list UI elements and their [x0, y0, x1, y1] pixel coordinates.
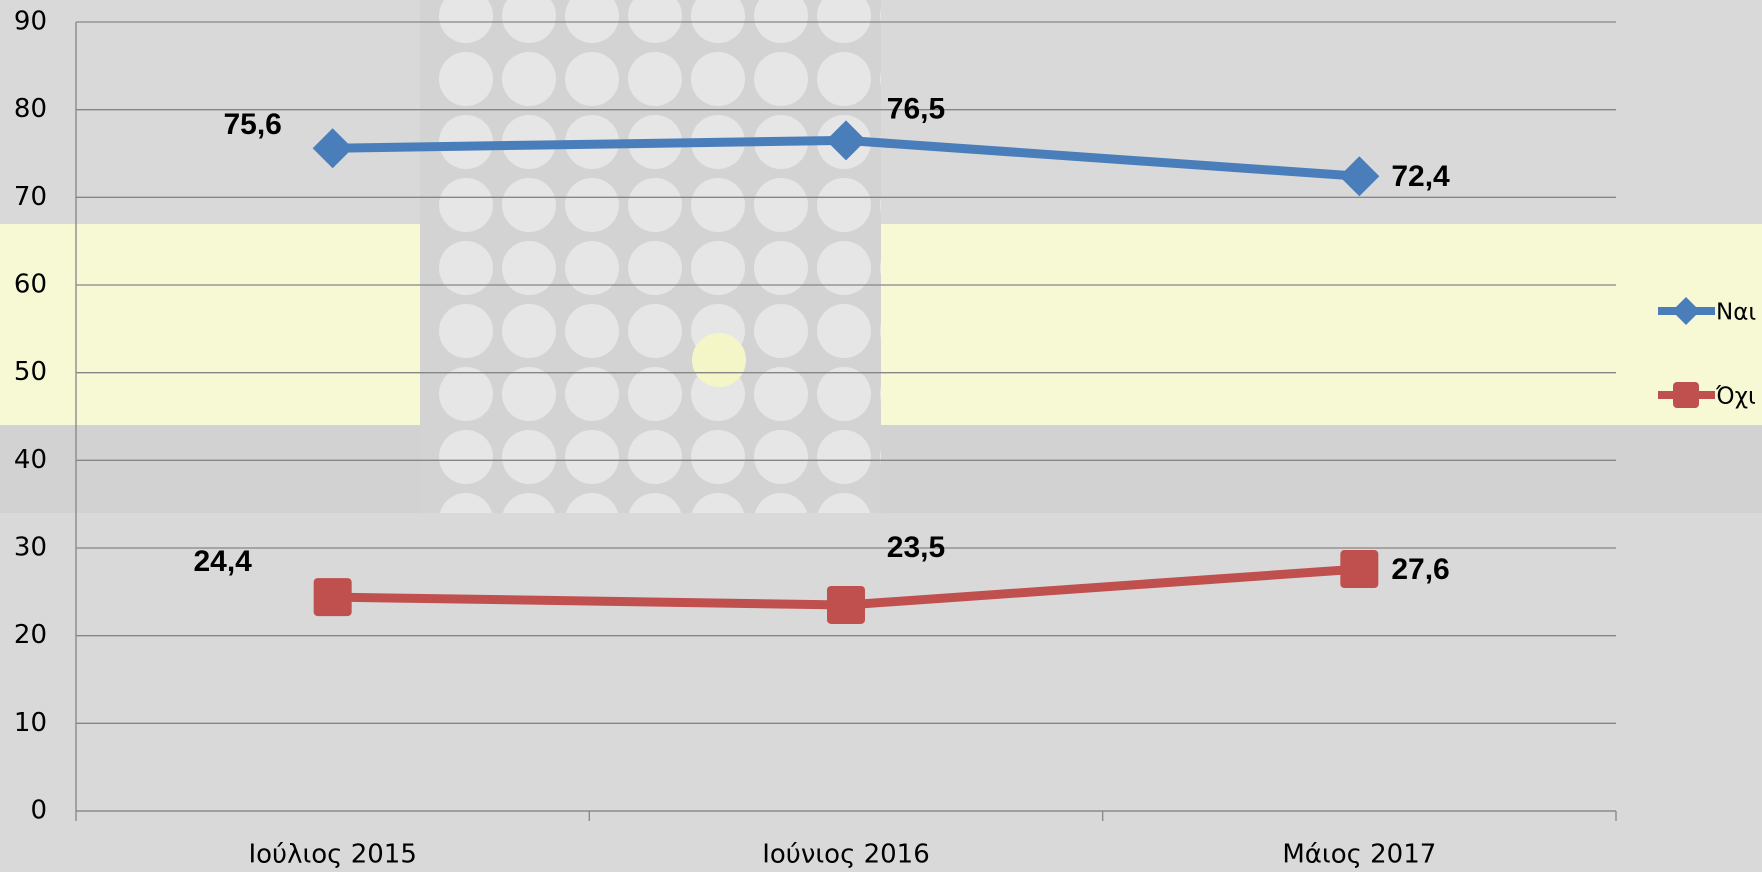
x-tick-label: Μάιος 2017 [1282, 840, 1436, 870]
data-label: 72,4 [1391, 160, 1450, 193]
x-tick-label: Ιούλιος 2015 [248, 840, 416, 870]
y-tick-label: 80 [14, 94, 47, 124]
legend-label: Όχι [1715, 384, 1756, 410]
chart: 0 10 20 30 40 50 60 70 80 90 Ιούλιος 2015 Ιούνιος 2… [0, 0, 1762, 872]
data-label: 75,6 [223, 108, 281, 141]
y-tick-label: 60 [14, 270, 47, 300]
data-point [314, 578, 352, 616]
y-tick-label: 20 [14, 620, 47, 650]
y-tick-label: 30 [14, 533, 47, 563]
data-label: 27,6 [1391, 553, 1449, 586]
data-label: 76,5 [887, 92, 945, 125]
y-tick-label: 10 [14, 708, 47, 738]
y-tick-label: 50 [14, 357, 47, 387]
data-label: 24,4 [193, 545, 252, 578]
data-label: 23,5 [887, 531, 945, 564]
legend-marker [1673, 382, 1699, 408]
y-tick-label: 40 [14, 445, 47, 475]
y-tick-label: 90 [14, 7, 47, 37]
decor-dots [430, 0, 881, 513]
x-tick-label: Ιούνιος 2016 [762, 840, 930, 870]
data-point [827, 586, 865, 624]
decor-dot [692, 333, 746, 387]
y-tick-label: 70 [14, 182, 47, 212]
data-point [1340, 550, 1378, 588]
legend-label: Ναι [1716, 300, 1756, 326]
y-tick-label: 0 [30, 796, 47, 826]
